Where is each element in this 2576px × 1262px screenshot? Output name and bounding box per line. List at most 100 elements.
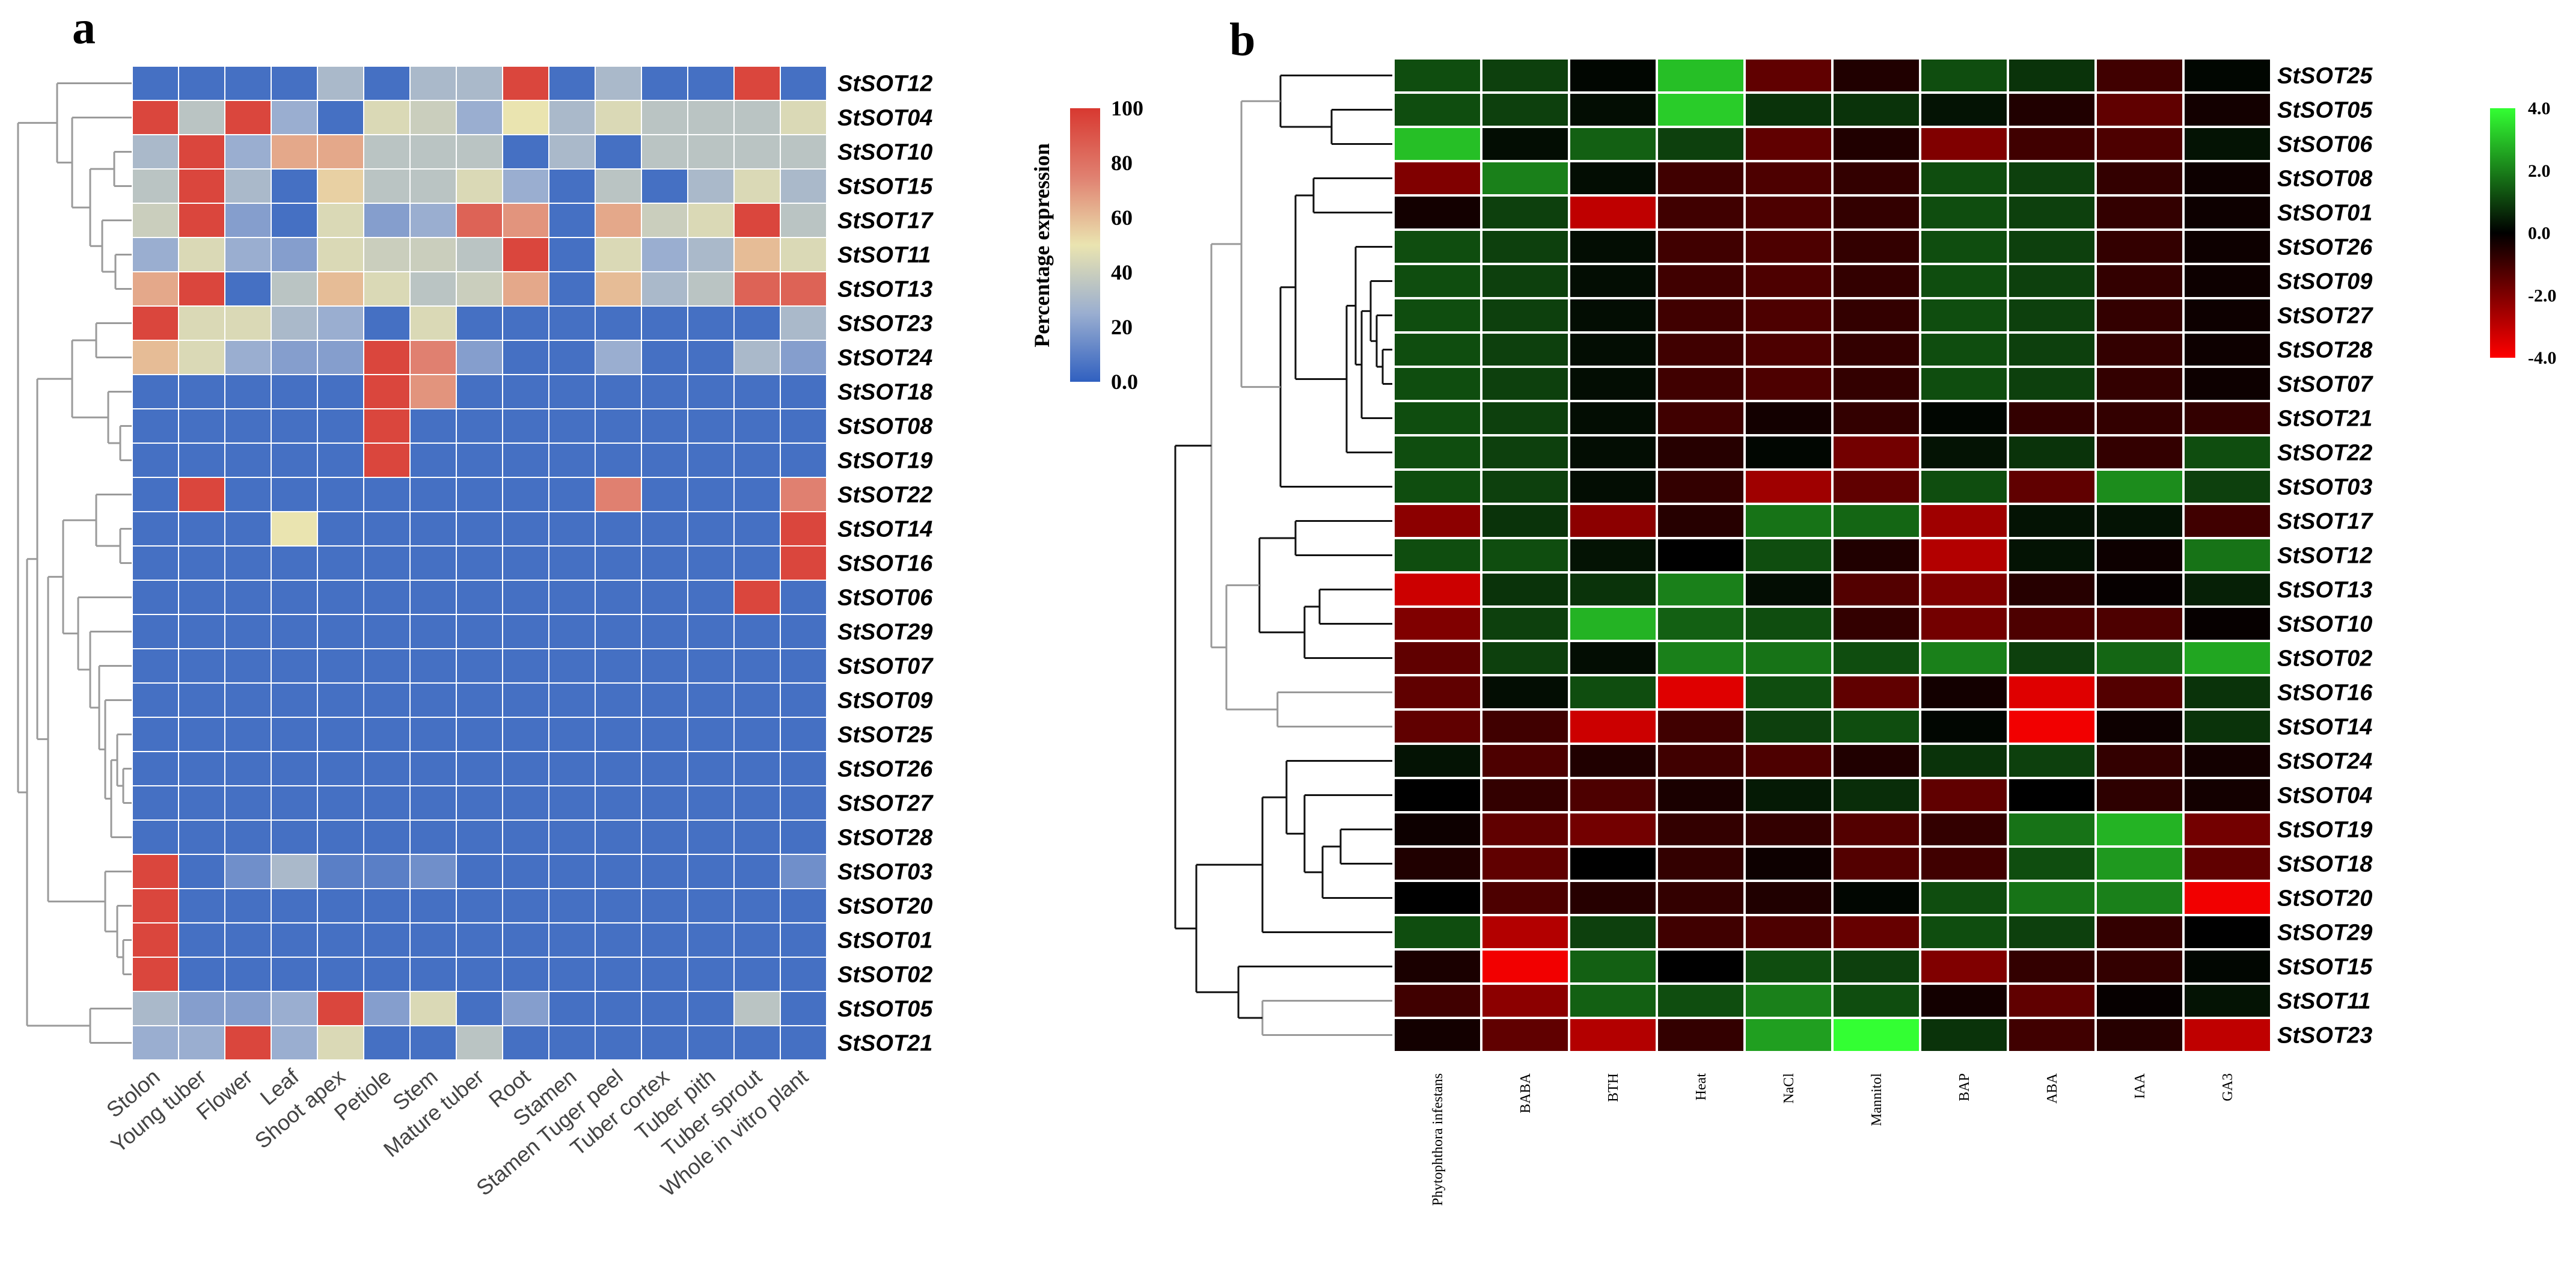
heatmap-a-cell (780, 305, 827, 341)
heatmap-a-cell (132, 271, 179, 307)
heatmap-b-cell (2182, 640, 2272, 676)
heatmap-a-cell (271, 305, 318, 341)
heatmap-a-cell (687, 785, 735, 821)
heatmap-b-cell (1743, 880, 1834, 916)
heatmap-a-cell (317, 819, 364, 855)
heatmap-a-cell (733, 717, 781, 752)
heatmap-b-cell (1392, 297, 1482, 334)
heatmap-a-cell (132, 545, 179, 581)
heatmap-a-cell (687, 477, 735, 512)
heatmap-a-cell (178, 888, 225, 924)
heatmap-a-cell (548, 203, 596, 238)
heatmap-a-cell (502, 888, 549, 924)
heatmap-b-cell (2094, 297, 2185, 334)
heatmap-a-cell (456, 100, 503, 135)
heatmap-a-cell (317, 134, 364, 170)
heatmap-a-cell (456, 717, 503, 752)
heatmap-a-cell (733, 305, 781, 341)
heatmap-a-cell (271, 66, 318, 101)
heatmap-b-cell (1656, 880, 1746, 916)
heatmap-b-cell (1656, 194, 1746, 231)
heatmap-b-cell (2182, 674, 2272, 711)
heatmap-b-cell (1656, 228, 1746, 265)
heatmap-a-cell (780, 477, 827, 512)
heatmap-a-cell (224, 100, 272, 135)
heatmap-b-cell (1568, 743, 1658, 779)
heatmap-b-cell (2007, 571, 2097, 608)
heatmap-a-cell (271, 100, 318, 135)
heatmap-a-cell (271, 682, 318, 718)
heatmap-a-cell (502, 545, 549, 581)
heatmap-a-cell (178, 340, 225, 375)
heatmap-a-cell (132, 717, 179, 752)
panel-a-row-label: StSOT27 (837, 791, 934, 816)
heatmap-a-cell (780, 614, 827, 649)
panel-b-row-label: StSOT11 (2277, 989, 2371, 1014)
heatmap-a-cell (363, 1025, 411, 1061)
panel-b-row-label: StSOT15 (2277, 955, 2373, 980)
heatmap-a-cell (363, 237, 411, 272)
heatmap-a-cell (502, 408, 549, 444)
heatmap-b-cell (1392, 468, 1482, 505)
heatmap-a-cell (595, 1025, 642, 1061)
heatmap-b-cell (2094, 708, 2185, 745)
heatmap-a-cell (363, 374, 411, 409)
heatmap-a-cell (409, 511, 457, 547)
heatmap-a-cell (132, 580, 179, 615)
heatmap-a-cell (548, 648, 596, 684)
heatmap-a-cell (178, 100, 225, 135)
heatmap-b-cell (1656, 537, 1746, 574)
heatmap-b-cell (1656, 914, 1746, 951)
panel-b-column-labels: Phytophthora infestans BABA BTH Heat NaCl Man… (1430, 1073, 2236, 1205)
heatmap-a-cell (733, 751, 781, 786)
heatmap-b-cell (1919, 880, 2009, 916)
heatmap-a-cell (502, 580, 549, 615)
panel-b-heatmap-cells (1392, 57, 2272, 1053)
heatmap-a-cell (780, 648, 827, 684)
panel-label-b: b (1229, 13, 1255, 66)
heatmap-a-cell (224, 443, 272, 478)
panel-a-colorbar-title: Percentage expression (1030, 143, 1054, 348)
heatmap-a-cell (641, 374, 688, 409)
panel-b-colorbar-tick: 0.0 (2528, 224, 2551, 244)
heatmap-a-cell (178, 134, 225, 170)
heatmap-b-cell (2007, 880, 2097, 916)
heatmap-b-cell (1743, 708, 1834, 745)
heatmap-a-cell (456, 477, 503, 512)
heatmap-a-cell (132, 237, 179, 272)
heatmap-b-cell (2007, 228, 2097, 265)
heatmap-b-cell (1656, 674, 1746, 711)
panel-a-row-label: StSOT05 (837, 997, 933, 1022)
heatmap-b-cell (1480, 914, 1570, 951)
heatmap-b-cell (1831, 743, 1921, 779)
heatmap-a-cell (502, 66, 549, 101)
heatmap-a-cell (132, 991, 179, 1026)
heatmap-a-cell (548, 168, 596, 204)
heatmap-b-cell (1656, 708, 1746, 745)
heatmap-a-cell (641, 511, 688, 547)
heatmap-b-cell (2094, 228, 2185, 265)
heatmap-b-cell (1392, 503, 1482, 539)
heatmap-b-cell (1480, 571, 1570, 608)
heatmap-a-cell (178, 854, 225, 889)
heatmap-b-cell (1568, 400, 1658, 436)
heatmap-a-cell (502, 100, 549, 135)
heatmap-a-cell (409, 408, 457, 444)
heatmap-b-cell (1568, 880, 1658, 916)
panel-a-row-label: StSOT22 (837, 483, 932, 508)
panel-label-a: a (72, 1, 96, 54)
heatmap-a-cell (687, 305, 735, 341)
heatmap-b-cell (1831, 57, 1921, 94)
heatmap-a-cell (548, 614, 596, 649)
heatmap-a-cell (132, 648, 179, 684)
heatmap-a-cell (780, 443, 827, 478)
heatmap-a-cell (595, 408, 642, 444)
heatmap-a-cell (687, 957, 735, 992)
heatmap-a-cell (733, 374, 781, 409)
heatmap-a-cell (548, 717, 596, 752)
heatmap-a-cell (132, 785, 179, 821)
heatmap-a-cell (502, 854, 549, 889)
heatmap-a-cell (178, 648, 225, 684)
heatmap-a-cell (363, 648, 411, 684)
heatmap-b-cell (1743, 400, 1834, 436)
